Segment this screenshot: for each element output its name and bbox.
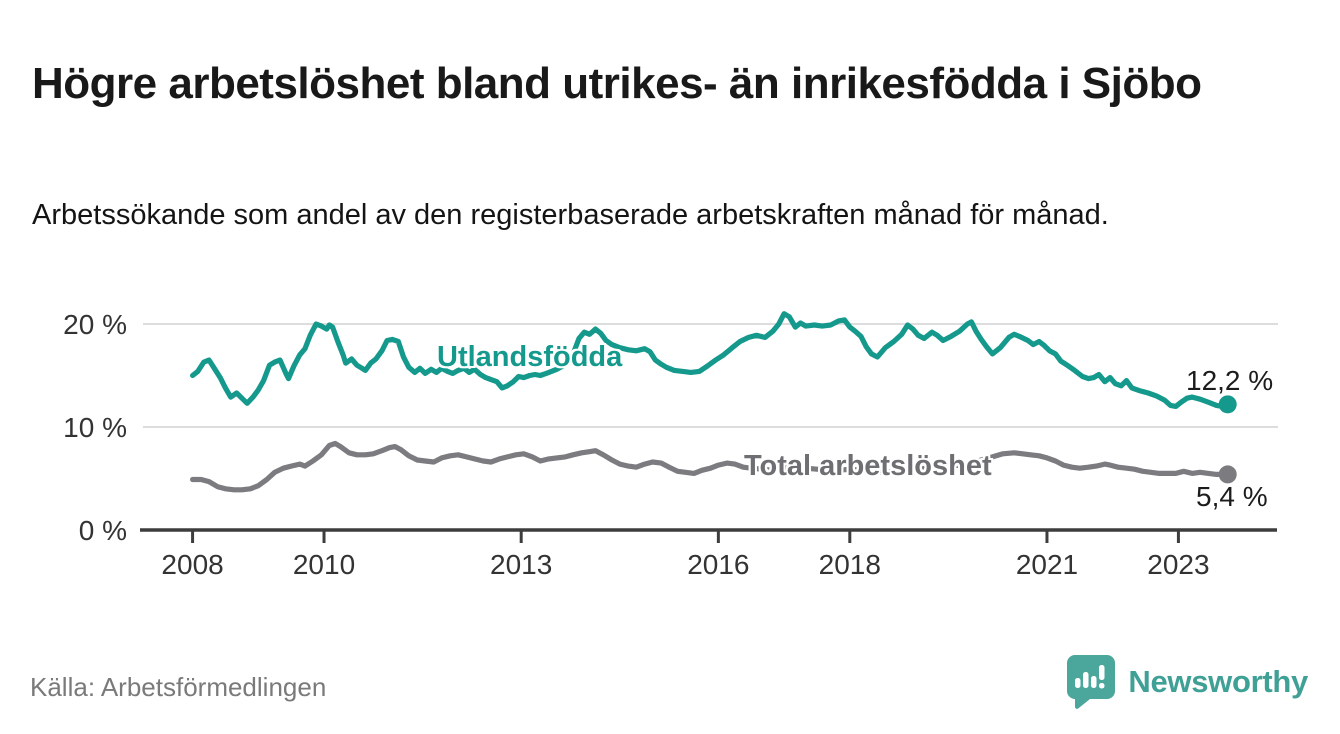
- x-tick-label: 2021: [1016, 549, 1078, 580]
- end-value-total: 5,4 %: [1196, 481, 1268, 512]
- total-end-dot: [1218, 465, 1237, 484]
- page-title: Högre arbetslöshet bland utrikes- än inr…: [32, 59, 1202, 109]
- x-tick-label: 2016: [687, 549, 749, 580]
- foreign-born-line: [190, 311, 1231, 409]
- foreign-born-end-dot: [1218, 395, 1237, 414]
- newsworthy-logo-icon: [1067, 655, 1116, 709]
- x-tick-label: 2023: [1147, 549, 1209, 580]
- x-tick-label: 2013: [490, 549, 552, 580]
- end-value-foreign-born: 12,2 %: [1186, 365, 1274, 396]
- series-label-foreign-born: Utlandsfödda: [437, 341, 623, 373]
- x-tick-label: 2008: [161, 549, 223, 580]
- series-label-total: Total arbetslöshet: [744, 450, 992, 482]
- total-unemployment-line: [190, 440, 1231, 493]
- y-tick-label: 10 %: [63, 412, 127, 443]
- newsworthy-logo: Newsworthy: [1066, 654, 1308, 710]
- y-tick-label: 20 %: [63, 309, 127, 340]
- x-tick-label: 2010: [293, 549, 355, 580]
- source-note: Källa: Arbetsförmedlingen: [30, 672, 327, 702]
- x-tick-label: 2018: [819, 549, 881, 580]
- y-tick-label: 0 %: [79, 515, 127, 546]
- newsworthy-logo-text: Newsworthy: [1128, 664, 1308, 699]
- chart-subtitle: Arbetssökande som andel av den registerb…: [32, 199, 1109, 231]
